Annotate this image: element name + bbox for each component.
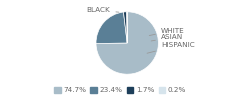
Text: ASIAN: ASIAN — [151, 34, 183, 41]
Text: HISPANIC: HISPANIC — [147, 42, 195, 53]
Text: WHITE: WHITE — [149, 28, 185, 36]
Wedge shape — [96, 12, 158, 74]
Wedge shape — [96, 12, 127, 44]
Legend: 74.7%, 23.4%, 1.7%, 0.2%: 74.7%, 23.4%, 1.7%, 0.2% — [51, 84, 189, 96]
Text: BLACK: BLACK — [87, 7, 119, 13]
Wedge shape — [124, 12, 127, 43]
